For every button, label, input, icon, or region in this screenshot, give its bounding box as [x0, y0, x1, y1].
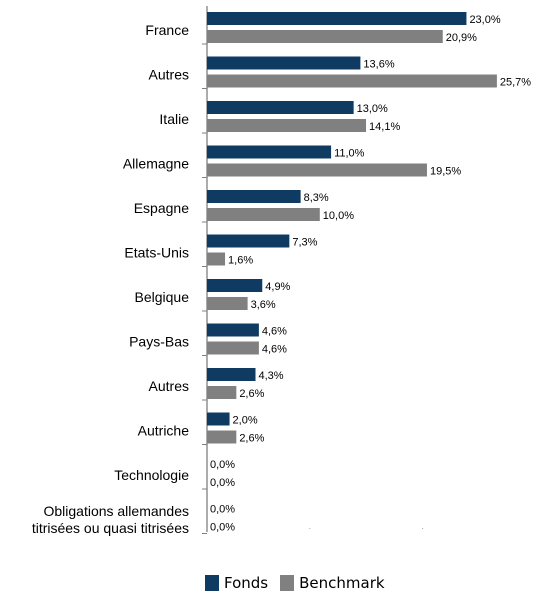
category-label: Espagne — [134, 200, 189, 216]
bar-benchmark — [207, 297, 248, 310]
bar-fonds — [207, 234, 290, 248]
data-label-benchmark: 0,0% — [210, 522, 235, 534]
bar-benchmark — [207, 252, 226, 266]
category-label: Autres — [149, 378, 189, 394]
data-label-benchmark: 20,9% — [446, 32, 477, 44]
data-label-benchmark: 14,1% — [369, 121, 400, 133]
category-label: Autriche — [138, 423, 190, 439]
bar-benchmark — [207, 119, 367, 132]
data-label-fonds: 2,0% — [233, 415, 258, 427]
data-label-fonds: 4,3% — [259, 370, 284, 382]
data-label-fonds: 13,6% — [363, 59, 394, 71]
category-label: Technologie — [114, 467, 189, 483]
bar-fonds — [207, 279, 263, 292]
data-label-benchmark: 19,5% — [430, 166, 461, 178]
bar-benchmark — [207, 74, 497, 88]
category-label: Italie — [159, 111, 189, 127]
data-label-benchmark: 0,0% — [210, 477, 235, 489]
legend-item-fonds: Fonds — [205, 574, 268, 592]
bar-fonds — [207, 190, 301, 203]
bar-fonds — [207, 368, 256, 381]
data-label-fonds: 4,9% — [265, 281, 290, 293]
data-label-benchmark: 2,6% — [239, 388, 264, 400]
category-label: Obligations allemandes titrisées ou quasi… — [32, 503, 189, 536]
bar-fonds — [207, 12, 467, 25]
bar-benchmark — [207, 30, 443, 43]
chart-legend: Fonds Benchmark — [205, 573, 397, 593]
bar-benchmark — [207, 386, 237, 399]
bar-benchmark — [207, 163, 427, 177]
data-label-fonds: 0,0% — [210, 459, 235, 471]
bar-benchmark — [207, 430, 237, 444]
data-label-fonds: 4,6% — [262, 326, 287, 338]
data-label-fonds: 8,3% — [304, 192, 329, 204]
bar-fonds — [207, 56, 361, 70]
data-label-fonds: 0,0% — [210, 504, 235, 516]
data-label-fonds: 23,0% — [469, 14, 500, 26]
legend-swatch-fonds — [205, 575, 219, 591]
data-label-benchmark: 25,7% — [500, 77, 531, 89]
bar-benchmark — [207, 341, 259, 355]
data-label-benchmark: 1,6% — [228, 255, 253, 267]
legend-item-benchmark: Benchmark — [280, 574, 385, 592]
legend-label-fonds: Fonds — [224, 574, 269, 592]
category-label: Autres — [149, 67, 189, 83]
bar-fonds — [207, 145, 332, 159]
bar-benchmark — [207, 208, 320, 221]
category-label: Pays-Bas — [129, 334, 189, 350]
category-label: France — [145, 22, 189, 38]
data-label-fonds: 7,3% — [292, 237, 317, 249]
bar-fonds — [207, 412, 230, 426]
data-label-fonds: 13,0% — [357, 103, 388, 115]
data-label-benchmark: 2,6% — [239, 433, 264, 445]
legend-swatch-benchmark — [280, 575, 295, 591]
category-label: Etats-Unis — [124, 245, 189, 261]
data-label-benchmark: 4,6% — [262, 344, 287, 356]
category-label: Belgique — [135, 289, 190, 305]
data-label-fonds: 11,0% — [334, 148, 365, 160]
legend-label-benchmark: Benchmark — [299, 574, 385, 592]
data-label-benchmark: 3,6% — [251, 299, 276, 311]
bar-fonds — [207, 323, 259, 337]
bar-fonds — [207, 101, 354, 114]
category-label: Allemagne — [123, 156, 189, 172]
data-label-benchmark: 10,0% — [323, 210, 354, 222]
